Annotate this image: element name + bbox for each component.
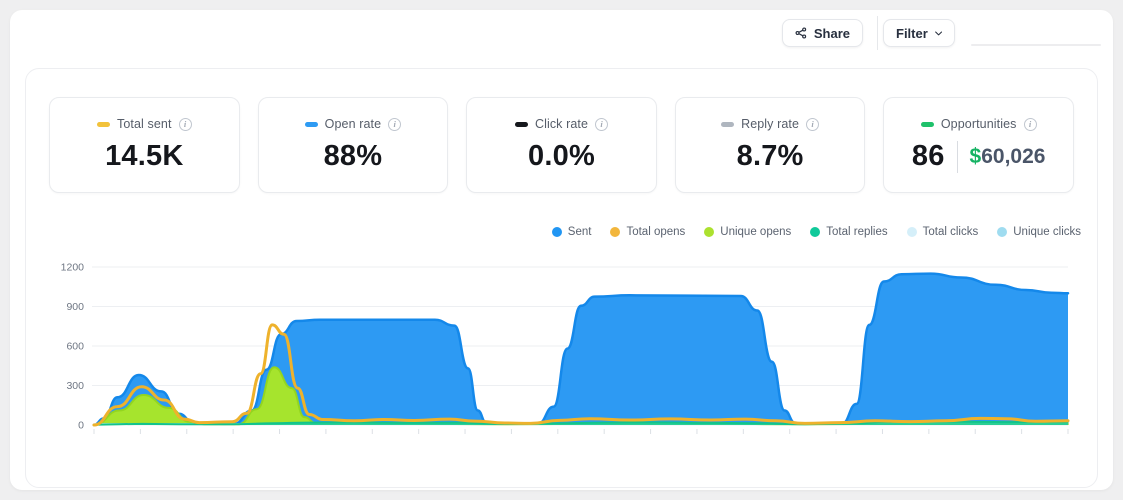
legend-dot-unique-opens bbox=[704, 227, 715, 237]
topbar-rule bbox=[971, 44, 1101, 46]
y-axis-label-300: 300 bbox=[66, 380, 84, 392]
chart-area: 0 300 600 900 1200 bbox=[46, 251, 1096, 463]
opportunities-count: 86 bbox=[911, 140, 945, 172]
legend-label: Total replies bbox=[826, 226, 888, 238]
share-nodes-icon bbox=[795, 27, 807, 39]
analytics-card: Total sent i 14.5K Open rate i 88% Click… bbox=[25, 68, 1098, 488]
info-icon[interactable]: i bbox=[595, 117, 609, 131]
opportunities-amount: $60,026 bbox=[970, 145, 1046, 169]
stats-row: Total sent i 14.5K Open rate i 88% Click… bbox=[49, 97, 1074, 193]
stat-value: 0.0% bbox=[528, 140, 595, 172]
opportunities-marker bbox=[920, 121, 934, 127]
y-axis-label-900: 900 bbox=[66, 301, 84, 313]
series-line-total_opens bbox=[92, 323, 1070, 427]
share-button[interactable]: Share bbox=[782, 19, 863, 47]
stat-card-reply-rate: Reply rate i 8.7% bbox=[674, 97, 866, 193]
legend-dot-unique-clicks bbox=[997, 227, 1008, 237]
stat-label: Reply rate bbox=[741, 117, 800, 131]
legend-item-total-opens[interactable]: Total opens bbox=[610, 226, 685, 238]
campaign-analytics-chart: 0 300 600 900 1200 bbox=[61, 262, 1070, 434]
amount-value: 60,026 bbox=[981, 144, 1046, 168]
legend-item-unique-clicks[interactable]: Unique clicks bbox=[997, 226, 1081, 238]
legend-item-total-clicks[interactable]: Total clicks bbox=[906, 226, 979, 238]
series-area-unique_opens bbox=[94, 367, 1068, 425]
y-axis-label-0: 0 bbox=[78, 420, 84, 432]
stat-value: 8.7% bbox=[736, 140, 804, 172]
stat-label: Open rate bbox=[324, 117, 382, 131]
legend-dot-sent bbox=[551, 227, 562, 237]
y-axis-label-1200: 1200 bbox=[61, 262, 85, 274]
topbar-divider bbox=[877, 16, 878, 50]
share-button-label: Share bbox=[813, 25, 850, 41]
legend-label: Unique clicks bbox=[1013, 226, 1081, 238]
filter-button[interactable]: Filter bbox=[883, 19, 955, 47]
legend-item-sent[interactable]: Sent bbox=[551, 226, 592, 238]
legend-dot-total-opens bbox=[610, 227, 621, 237]
filter-button-label: Filter bbox=[896, 25, 928, 41]
stat-card-opportunities: Opportunities i 86 $60,026 bbox=[883, 97, 1074, 193]
currency-symbol: $ bbox=[969, 144, 982, 168]
legend-item-total-replies[interactable]: Total replies bbox=[810, 226, 888, 238]
click-rate-marker bbox=[514, 121, 528, 127]
info-icon[interactable]: i bbox=[806, 117, 820, 131]
chevron-down-icon bbox=[934, 30, 942, 35]
open-rate-marker bbox=[304, 121, 318, 127]
legend-dot-total-clicks bbox=[906, 227, 917, 237]
chart-legend: Sent Total opens Unique opens Total replies… bbox=[551, 226, 1081, 238]
stat-card-open-rate: Open rate i 88% bbox=[257, 97, 449, 193]
stat-value: 88% bbox=[323, 140, 383, 172]
info-icon[interactable]: i bbox=[1023, 117, 1037, 131]
dashboard-panel: Share Filter Total sent i 14.5K Open rat… bbox=[10, 10, 1113, 490]
stat-label: Total sent bbox=[117, 117, 172, 131]
info-icon[interactable]: i bbox=[178, 117, 192, 131]
legend-dot-total-replies bbox=[810, 227, 821, 237]
stat-value: 14.5K bbox=[105, 140, 184, 172]
legend-label: Unique opens bbox=[720, 226, 792, 238]
total-sent-marker bbox=[97, 121, 111, 127]
stat-card-total-sent: Total sent i 14.5K bbox=[49, 97, 240, 193]
legend-item-unique-opens[interactable]: Unique opens bbox=[704, 226, 791, 238]
stat-label: Click rate bbox=[534, 117, 589, 131]
y-axis-label-600: 600 bbox=[66, 341, 84, 353]
series-area-sent bbox=[94, 273, 1068, 425]
legend-label: Sent bbox=[567, 226, 592, 238]
info-icon[interactable]: i bbox=[388, 117, 402, 131]
opportunities-divider bbox=[956, 140, 958, 173]
legend-label: Total clicks bbox=[922, 226, 979, 238]
stat-card-click-rate: Click rate i 0.0% bbox=[466, 97, 657, 193]
stat-label: Opportunities bbox=[940, 117, 1017, 131]
legend-label: Total opens bbox=[626, 226, 686, 238]
reply-rate-marker bbox=[721, 121, 735, 127]
